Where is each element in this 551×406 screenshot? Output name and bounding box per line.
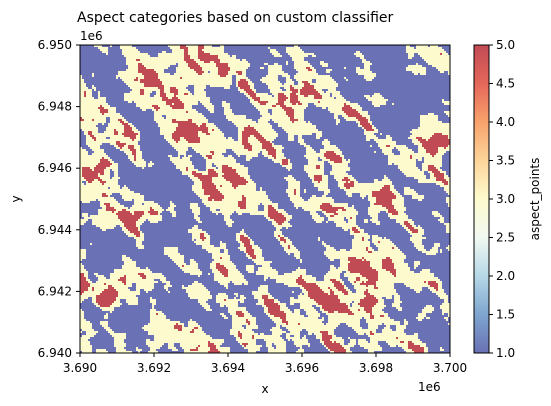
colorbar-tick-label: 4.0 <box>496 115 515 129</box>
x-offset-label: 1e6 <box>418 380 441 394</box>
y-tick-label: 6.950 <box>38 38 72 52</box>
y-tick-label: 6.940 <box>38 346 72 360</box>
chart-title: Aspect categories based on custom classi… <box>77 10 394 26</box>
x-tick-label: 3.696 <box>285 361 319 375</box>
y-axis-label: y <box>9 195 23 202</box>
x-tick-label: 3.698 <box>359 361 393 375</box>
x-tick-label: 3.700 <box>433 361 467 375</box>
y-tick-label: 6.948 <box>38 100 72 114</box>
aspect-raster <box>80 45 450 353</box>
x-tick-label: 3.694 <box>211 361 245 375</box>
colorbar-tick-label: 3.0 <box>496 192 515 206</box>
x-axis-label: x <box>261 382 268 396</box>
colorbar-tick-label: 2.0 <box>496 269 515 283</box>
colorbar-tick-label: 5.0 <box>496 38 515 52</box>
colorbar-ticks: 1.0 1.5 2.0 2.5 3.0 3.5 4.0 4.5 5.0 <box>489 38 515 360</box>
colorbar-label: aspect_points <box>528 158 542 241</box>
y-tick-label: 6.946 <box>38 161 72 175</box>
colorbar-tick-label: 1.5 <box>496 308 515 322</box>
colorbar-tick-label: 2.5 <box>496 231 515 245</box>
plot-frame <box>79 44 451 354</box>
y-offset-label: 1e6 <box>80 29 103 43</box>
y-tick-label: 6.944 <box>38 223 72 237</box>
x-tick-label: 3.690 <box>63 361 97 375</box>
colorbar-tick-label: 1.0 <box>496 346 515 360</box>
y-tick-label: 6.942 <box>38 284 72 298</box>
colorbar-tick-label: 3.5 <box>496 154 515 168</box>
y-axis-ticks: 6.950 6.948 6.946 6.944 6.942 6.940 <box>38 38 80 360</box>
colorbar <box>473 44 490 354</box>
x-tick-label: 3.692 <box>137 361 171 375</box>
x-axis-ticks: 3.690 3.692 3.694 3.696 3.698 3.700 <box>63 353 467 375</box>
colorbar-tick-label: 4.5 <box>496 77 515 91</box>
